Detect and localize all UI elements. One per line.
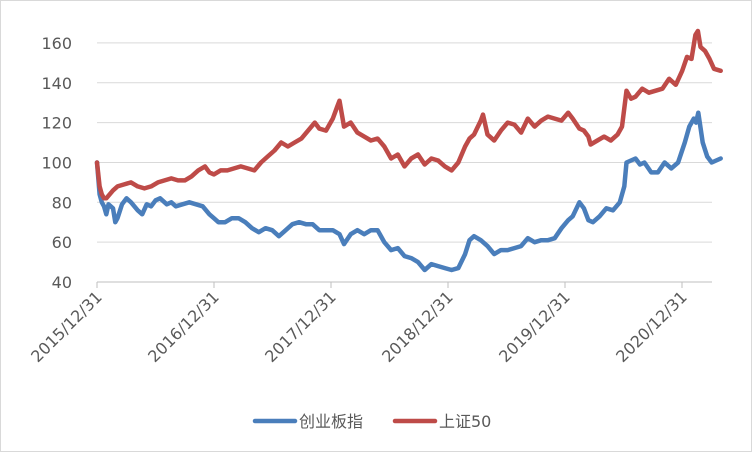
- y-tick-label: 40: [52, 273, 72, 292]
- legend-label-1: 上证50: [439, 412, 491, 431]
- y-tick-label: 120: [41, 114, 72, 133]
- y-tick-label: 160: [41, 34, 72, 53]
- x-tick-label: 2016/12/31: [144, 287, 223, 366]
- x-axis: 2015/12/31 2016/12/31 2017/12/31 2018/12/31…: [27, 281, 712, 366]
- series-lines: [94, 28, 723, 273]
- x-tick-label: 2019/12/31: [495, 287, 574, 366]
- legend-label-0: 创业板指: [299, 412, 363, 431]
- x-tick-label: 2018/12/31: [378, 287, 457, 366]
- y-tick-label: 80: [52, 193, 72, 212]
- x-tick-label: 2015/12/31: [27, 287, 106, 366]
- legend: 创业板指 上证50: [252, 412, 491, 431]
- x-tick-label: 2017/12/31: [261, 287, 340, 366]
- y-tick-label: 100: [41, 153, 72, 172]
- x-tick-label: 2020/12/31: [612, 287, 691, 366]
- y-tick-label: 60: [52, 233, 72, 252]
- series-line-0: [94, 110, 723, 273]
- y-axis-tick-labels: 40 60 80 100 120 140 160: [41, 34, 72, 292]
- y-tick-label: 140: [41, 74, 72, 93]
- gridlines: [97, 42, 712, 243]
